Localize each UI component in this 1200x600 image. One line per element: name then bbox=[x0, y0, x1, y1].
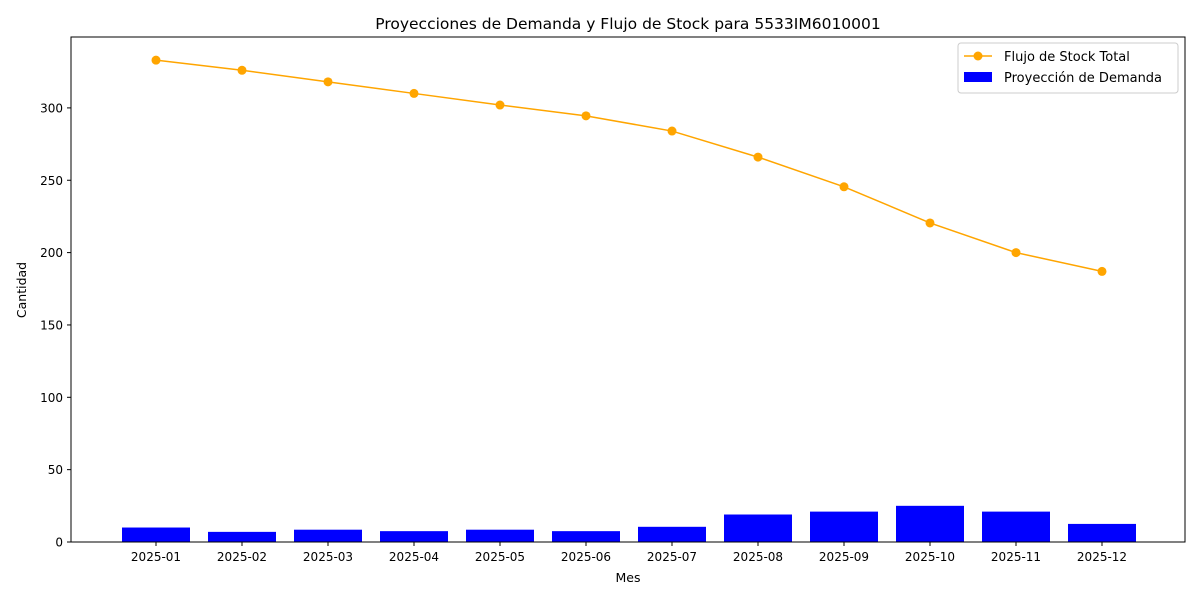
demand-bar-2025-11 bbox=[982, 511, 1050, 542]
stock-point-2025-08 bbox=[753, 152, 763, 162]
stock-line bbox=[155, 59, 1103, 273]
demand-bar-2025-08 bbox=[724, 514, 792, 542]
stock-point-2025-09 bbox=[839, 182, 849, 192]
stock-point-2025-01 bbox=[151, 55, 161, 65]
stock-point-2025-04 bbox=[409, 88, 419, 98]
demand-bar-2025-07 bbox=[638, 526, 706, 542]
demand-bar-2025-02 bbox=[208, 531, 276, 542]
plot-frame bbox=[70, 36, 1186, 543]
y-tick-label: 150 bbox=[40, 318, 63, 332]
legend-box bbox=[957, 42, 1179, 94]
legend-line-marker bbox=[973, 51, 983, 61]
y-tick-label: 50 bbox=[48, 463, 63, 477]
x-tick-label: 2025-02 bbox=[217, 550, 267, 564]
x-tick-label: 2025-01 bbox=[131, 550, 181, 564]
stock-point-2025-06 bbox=[581, 111, 591, 121]
line-series bbox=[151, 55, 1107, 276]
y-tick-label: 300 bbox=[40, 101, 63, 115]
chart-title: Proyecciones de Demanda y Flujo de Stock… bbox=[375, 15, 881, 33]
x-tick-label: 2025-03 bbox=[303, 550, 353, 564]
stock-point-2025-07 bbox=[667, 126, 677, 136]
demand-bar-2025-10 bbox=[896, 505, 964, 542]
y-axis: 0 50 100 150 200 250 300 bbox=[40, 101, 71, 550]
x-axis: 2025-01 2025-02 2025-03 2025-04 2025-05 2025-… bbox=[131, 542, 1127, 564]
bar-series bbox=[122, 505, 1136, 542]
y-tick-label: 250 bbox=[40, 174, 63, 188]
stock-point-2025-10 bbox=[925, 218, 935, 228]
demand-bar-2025-05 bbox=[466, 529, 534, 542]
x-tick-label: 2025-08 bbox=[733, 550, 783, 564]
stock-point-2025-03 bbox=[323, 77, 333, 87]
legend-label-demand: Proyección de Demanda bbox=[1004, 71, 1162, 86]
legend-label-stock: Flujo de Stock Total bbox=[1004, 50, 1130, 65]
x-tick-label: 2025-09 bbox=[819, 550, 869, 564]
stock-point-2025-11 bbox=[1011, 248, 1021, 258]
demand-bar-2025-04 bbox=[380, 531, 448, 542]
demand-bar-2025-12 bbox=[1068, 523, 1136, 542]
x-tick-label: 2025-05 bbox=[475, 550, 525, 564]
x-tick-label: 2025-04 bbox=[389, 550, 439, 564]
x-tick-label: 2025-11 bbox=[991, 550, 1041, 564]
y-axis-label: Cantidad bbox=[14, 262, 29, 318]
x-tick-label: 2025-10 bbox=[905, 550, 955, 564]
x-axis-label: Mes bbox=[616, 570, 641, 585]
demand-bar-2025-01 bbox=[122, 527, 190, 542]
x-tick-label: 2025-12 bbox=[1077, 550, 1127, 564]
y-tick-label: 0 bbox=[55, 536, 63, 550]
stock-point-2025-12 bbox=[1097, 266, 1107, 276]
x-tick-label: 2025-07 bbox=[647, 550, 697, 564]
stock-point-2025-02 bbox=[237, 65, 247, 75]
x-tick-label: 2025-06 bbox=[561, 550, 611, 564]
legend: Flujo de Stock Total Proyección de Deman… bbox=[957, 42, 1179, 94]
demand-bar-2025-06 bbox=[552, 531, 620, 542]
y-tick-label: 100 bbox=[40, 391, 63, 405]
demand-bar-2025-03 bbox=[294, 529, 362, 542]
y-tick-label: 200 bbox=[40, 246, 63, 260]
demand-bar-2025-09 bbox=[810, 511, 878, 542]
stock-point-2025-05 bbox=[495, 100, 505, 110]
legend-bar-swatch bbox=[964, 72, 992, 82]
